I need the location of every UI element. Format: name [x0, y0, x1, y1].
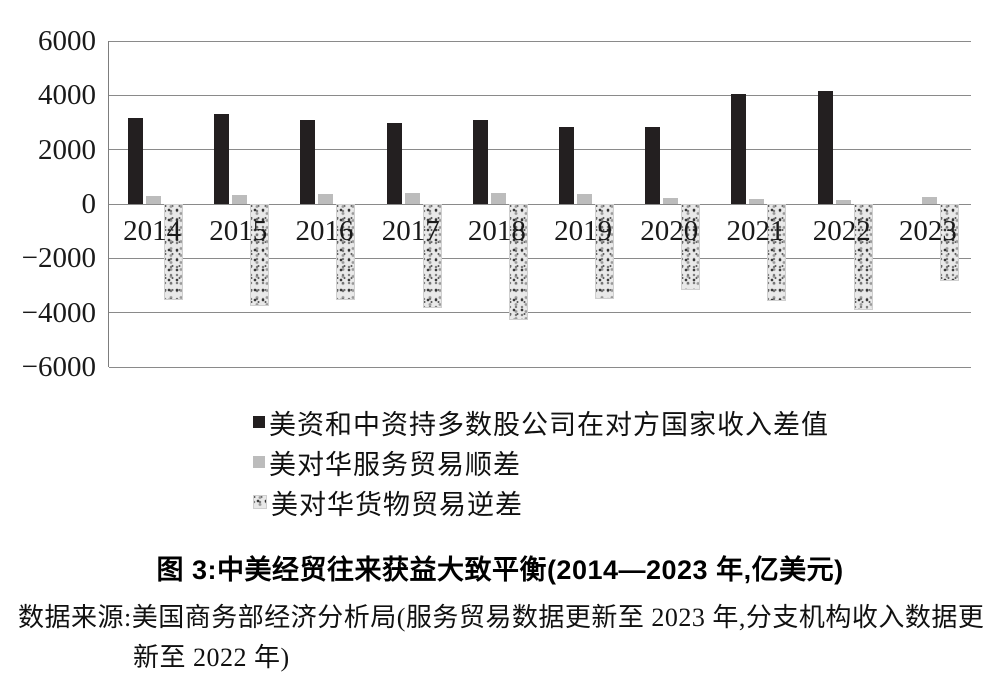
x-axis-year-label: 2019: [554, 215, 613, 247]
bar-income-differential: [731, 93, 747, 204]
legend-item-services-surplus: 美对华服务贸易顺差: [253, 442, 829, 482]
y-axis-tick-label: −4000: [21, 296, 96, 329]
legend-label: 美资和中资持多数股公司在对方国家收入差值: [269, 409, 829, 440]
legend-label: 美对华货物贸易逆差: [271, 489, 523, 520]
bar-services-surplus: [835, 200, 851, 204]
bar-goods-deficit: [853, 204, 873, 311]
bar-income-differential: [559, 126, 574, 204]
bar-income-differential: [817, 91, 833, 204]
y-axis-tick-label: 2000: [38, 133, 96, 166]
bar-income-differential: [128, 118, 143, 204]
gridline: [109, 40, 971, 42]
bar-goods-deficit: [164, 204, 183, 300]
bar-services-surplus: [146, 196, 161, 204]
y-axis-tick-label: −6000: [21, 351, 96, 383]
bar-services-surplus: [921, 196, 937, 204]
bar-services-surplus: [232, 195, 248, 204]
bar-goods-deficit: [422, 204, 442, 308]
bar-income-differential: [386, 122, 402, 204]
bar-income-differential: [300, 119, 316, 204]
bar-services-surplus: [663, 197, 679, 204]
bar-services-surplus: [577, 193, 592, 204]
x-axis-year-label: 2020: [640, 215, 699, 247]
bar-goods-deficit: [939, 204, 959, 282]
bar-services-surplus: [749, 199, 765, 204]
gridline: [109, 257, 971, 259]
bar-goods-deficit: [595, 204, 614, 300]
bar-goods-deficit: [336, 204, 356, 300]
x-axis-year-label: 2017: [381, 215, 440, 247]
bar-goods-deficit: [767, 204, 787, 302]
gridline: [109, 203, 971, 205]
legend: 美资和中资持多数股公司在对方国家收入差值 美对华服务贸易顺差 美对华货物贸易逆差: [253, 402, 829, 522]
y-axis-tick-label: 0: [81, 188, 97, 220]
bar-services-surplus: [404, 193, 420, 204]
bar-goods-deficit: [508, 204, 528, 320]
legend-item-income-differential: 美资和中资持多数股公司在对方国家收入差值: [253, 402, 829, 442]
bar-income-differential: [214, 114, 230, 204]
bar-services-surplus: [490, 192, 506, 204]
figure-source-line2: 新至 2022 年): [133, 643, 290, 672]
x-axis-year-label: 2014: [123, 215, 182, 247]
bar-goods-deficit: [681, 204, 701, 290]
legend-marker-income-differential: [253, 416, 265, 428]
y-axis-tick-label: 6000: [38, 25, 96, 57]
x-axis-year-label: 2023: [898, 215, 957, 247]
x-axis-year-label: 2022: [812, 215, 871, 247]
y-axis-tick-label: −2000: [21, 242, 96, 275]
gridline: [109, 366, 971, 368]
bar-income-differential: [472, 119, 488, 204]
gridline: [109, 312, 971, 314]
figure-source-line1: 数据来源:美国商务部经济分析局(服务贸易数据更新至 2023 年,分支机构收入数…: [18, 603, 985, 632]
y-axis-tick-label: 4000: [38, 79, 96, 112]
legend-marker-goods-deficit: [253, 495, 267, 509]
bar-goods-deficit: [250, 204, 270, 306]
x-axis-year-label: 2018: [467, 215, 526, 247]
legend-marker-services-surplus: [253, 456, 265, 468]
legend-label: 美对华服务贸易顺差: [269, 449, 521, 480]
gridline: [109, 149, 971, 151]
figure-title: 图 3:中美经贸往来获益大致平衡(2014—2023 年,亿美元): [156, 555, 844, 585]
legend-item-goods-deficit: 美对华货物贸易逆差: [253, 482, 829, 522]
gridline: [109, 94, 971, 96]
bar-income-differential: [645, 126, 661, 204]
x-axis-year-label: 2021: [726, 215, 785, 247]
x-axis-year-label: 2016: [295, 215, 354, 247]
plot-area: 2014 2015 2016 2017 2018 2019 2020 2021 2022 2023: [108, 40, 971, 368]
x-axis-year-label: 2015: [209, 215, 268, 247]
bar-services-surplus: [318, 193, 334, 204]
